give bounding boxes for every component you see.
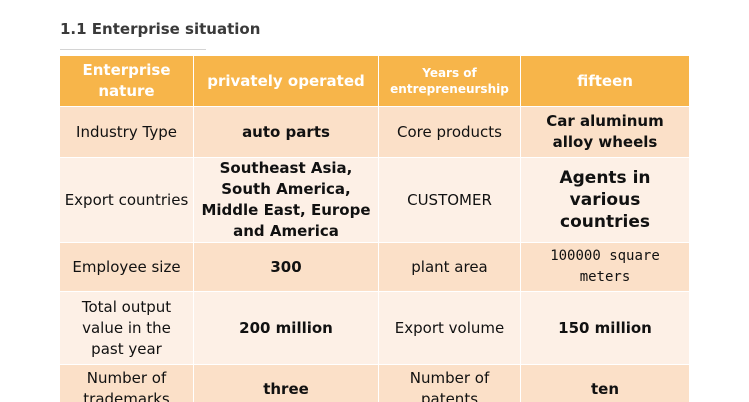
- row-label-export-countries: Export countries: [59, 157, 194, 243]
- title-underline: [60, 49, 206, 50]
- row-label-trademarks: Number of trademarks: [59, 364, 194, 402]
- row-value-export-volume: 150 million: [520, 291, 690, 365]
- row-value-total-output: 200 million: [193, 291, 379, 365]
- row-value-export-countries: Southeast Asia, South America, Middle Ea…: [193, 157, 379, 243]
- row-label-core-products: Core products: [378, 106, 521, 158]
- header-cell-years: Years of entrepreneurship: [378, 55, 521, 107]
- table-row: Export countries Southeast Asia, South A…: [59, 157, 690, 243]
- table-row: Industry Type auto parts Core products C…: [59, 106, 690, 158]
- row-label-plant-area: plant area: [378, 242, 521, 292]
- header-cell-years-value: fifteen: [520, 55, 690, 107]
- row-label-export-volume: Export volume: [378, 291, 521, 365]
- row-value-employee-size: 300: [193, 242, 379, 292]
- row-label-employee-size: Employee size: [59, 242, 194, 292]
- row-value-trademarks: three: [193, 364, 379, 402]
- row-label-total-output: Total output value in the past year: [59, 291, 194, 365]
- table-header-row: Enterprise nature privately operated Yea…: [59, 55, 690, 107]
- row-value-core-products: Car aluminum alloy wheels: [520, 106, 690, 158]
- section-title: 1.1 Enterprise situation: [60, 20, 261, 38]
- header-cell-enterprise-nature-value: privately operated: [193, 55, 379, 107]
- enterprise-info-table: Enterprise nature privately operated Yea…: [59, 55, 690, 402]
- header-cell-enterprise-nature: Enterprise nature: [59, 55, 194, 107]
- row-label-customer: CUSTOMER: [378, 157, 521, 243]
- row-label-patents: Number of patents: [378, 364, 521, 402]
- table-row: Employee size 300 plant area 100000 squa…: [59, 242, 690, 292]
- row-value-customer: Agents in various countries: [520, 157, 690, 243]
- table-row: Total output value in the past year 200 …: [59, 291, 690, 365]
- row-value-patents: ten: [520, 364, 690, 402]
- row-value-industry-type: auto parts: [193, 106, 379, 158]
- row-label-industry-type: Industry Type: [59, 106, 194, 158]
- table-row: Number of trademarks three Number of pat…: [59, 364, 690, 402]
- row-value-plant-area: 100000 square meters: [520, 242, 690, 292]
